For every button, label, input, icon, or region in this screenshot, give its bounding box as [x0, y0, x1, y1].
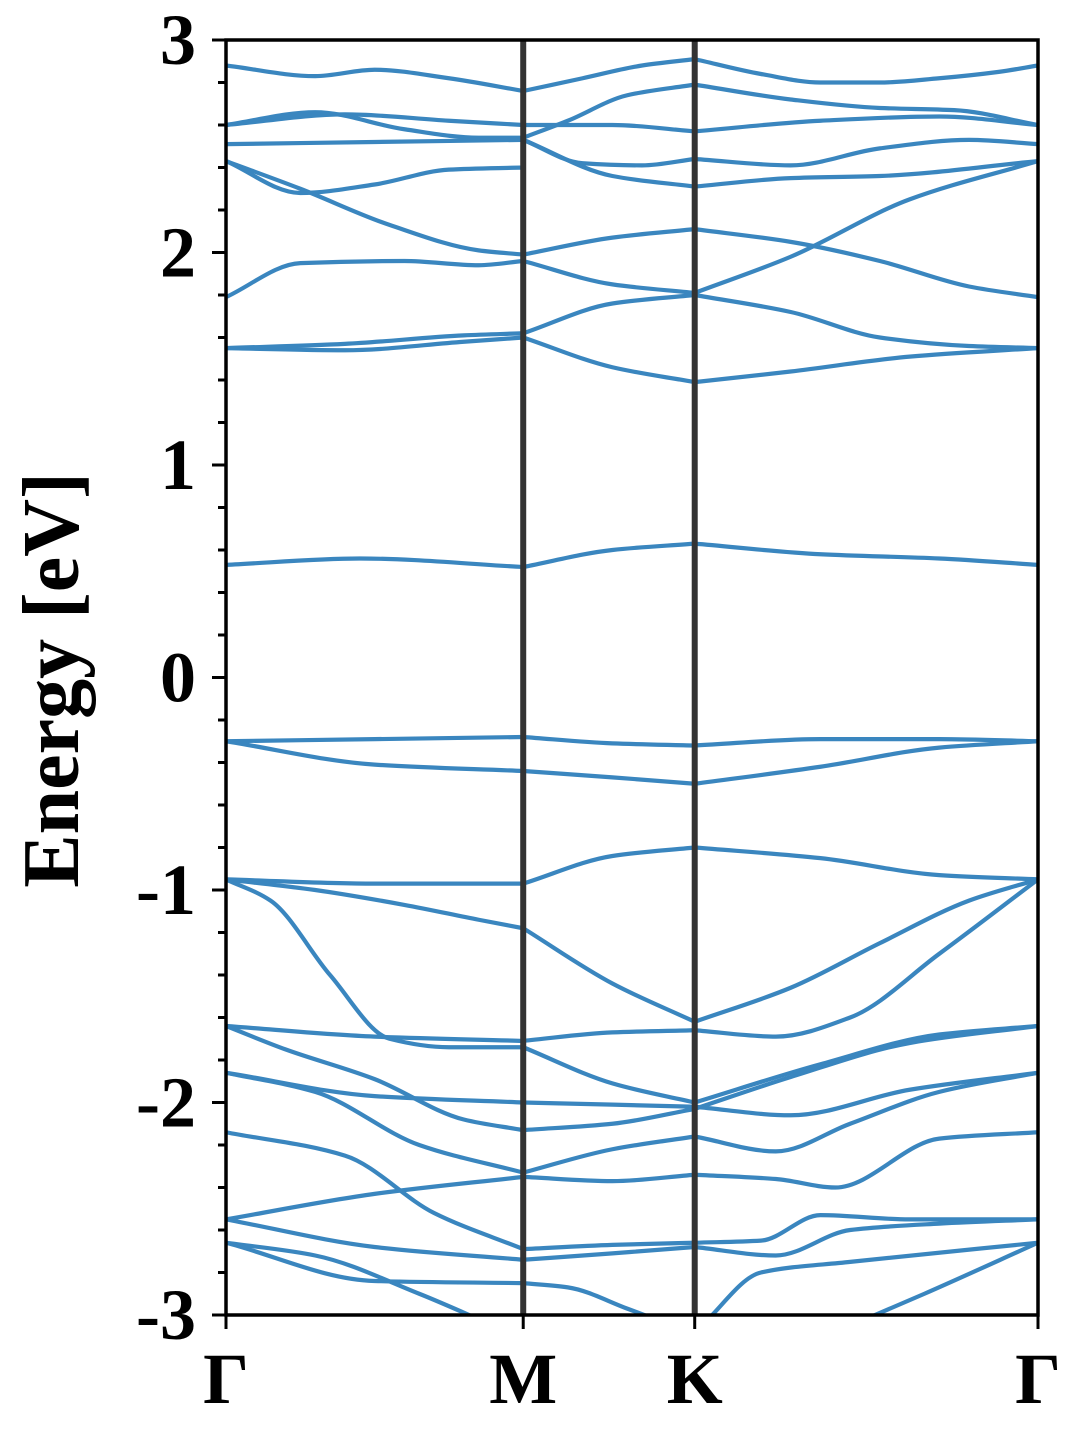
band-segment-58	[521, 1240, 697, 1252]
band-segment-21	[226, 331, 526, 351]
band-segment-40	[521, 926, 697, 1024]
band-lines	[226, 57, 1038, 1315]
band-segment-6	[521, 122, 697, 134]
band-segment-49	[521, 1106, 697, 1133]
band-segment-42	[226, 877, 526, 1050]
band-segment-60	[226, 1174, 526, 1222]
band-segment-66	[226, 1240, 526, 1286]
band-segment-53	[692, 1070, 1038, 1118]
band-segment-52	[521, 1100, 697, 1109]
y-tick-label: 0	[160, 638, 196, 718]
band-segment-44	[692, 1023, 1038, 1105]
band-segment-64	[521, 1244, 697, 1262]
band-segment-27	[226, 556, 526, 570]
band-segment-55	[521, 1134, 697, 1175]
band-segment-18	[226, 258, 526, 300]
band-segment-19	[521, 258, 697, 295]
band-segment-32	[692, 737, 1038, 748]
band-segment-39	[226, 877, 526, 931]
band-segment-56	[692, 1070, 1038, 1154]
x-tick-label-2: K	[667, 1339, 723, 1419]
band-segment-59	[692, 1213, 1038, 1245]
band-segment-0	[226, 63, 526, 94]
band-segment-47	[692, 877, 1038, 1039]
band-segment-25	[521, 335, 697, 385]
band-segment-50	[692, 1023, 1038, 1111]
band-segment-4	[692, 82, 1038, 128]
x-tick-label-0: Γ	[203, 1339, 249, 1419]
x-tick-label-1: M	[489, 1339, 557, 1419]
band-segment-3	[521, 82, 697, 140]
band-segment-46	[521, 1028, 697, 1043]
band-segment-5	[226, 112, 526, 128]
band-segment-45	[226, 1023, 526, 1043]
y-tick-label: 2	[160, 213, 196, 293]
band-segment-65	[692, 1217, 1038, 1258]
band-segment-69	[226, 1240, 475, 1315]
y-tick-label: 1	[160, 425, 196, 505]
band-segment-7	[692, 114, 1038, 134]
band-segment-28	[521, 541, 697, 570]
band-segment-9	[226, 137, 526, 147]
band-segment-36	[226, 877, 526, 886]
band-segment-16	[521, 227, 697, 257]
band-segment-63	[226, 1217, 526, 1262]
band-segment-70	[869, 1240, 1038, 1315]
band-segment-34	[521, 768, 697, 786]
band-segment-54	[226, 1070, 526, 1175]
band-segment-24	[226, 335, 526, 353]
y-tick-label: -2	[136, 1063, 196, 1143]
band-segment-12	[521, 137, 697, 168]
band-segment-1	[521, 57, 697, 94]
band-segment-30	[226, 734, 526, 744]
band-segment-38	[692, 845, 1038, 882]
y-tick-label: -3	[136, 1275, 196, 1355]
high-symmetry-dividers	[520, 40, 698, 1315]
band-segment-11	[692, 159, 1038, 189]
band-segment-33	[226, 739, 526, 774]
band-segment-15	[226, 159, 526, 257]
band-segment-26	[692, 346, 1038, 385]
band-segment-29	[692, 541, 1038, 567]
y-tick-label: -1	[136, 850, 196, 930]
band-segment-35	[692, 739, 1038, 786]
band-segment-8	[226, 110, 526, 140]
band-segment-17	[692, 227, 1038, 300]
y-tick-label: 3	[160, 0, 196, 80]
band-segment-2	[692, 57, 1038, 85]
band-segment-43	[521, 1045, 697, 1105]
band-segment-61	[521, 1172, 697, 1184]
band-segment-22	[521, 292, 697, 336]
band-segment-14	[226, 159, 526, 196]
band-segment-62	[692, 1130, 1038, 1190]
band-segment-37	[521, 845, 697, 886]
band-segment-20	[692, 159, 1038, 295]
y-axis-label: Energy [eV]	[8, 472, 96, 887]
band-segment-57	[226, 1130, 526, 1252]
band-segment-48	[226, 1023, 526, 1133]
plot-frame	[224, 38, 1040, 1317]
band-segment-31	[521, 734, 697, 748]
band-segment-68	[709, 1240, 1038, 1315]
band-segment-13	[692, 137, 1038, 168]
x-tick-label-3: Γ	[1015, 1339, 1061, 1419]
band-segment-41	[692, 877, 1038, 1024]
band-segment-23	[692, 292, 1038, 351]
y-axis-ticks: 3 2 1 0 -1 -2 -3	[136, 0, 226, 1355]
band-segment-67	[521, 1281, 651, 1315]
